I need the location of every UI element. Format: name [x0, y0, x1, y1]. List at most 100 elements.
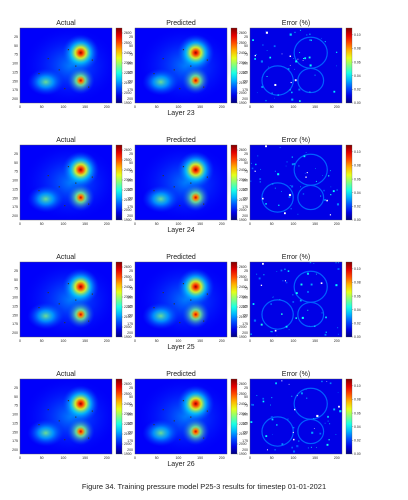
error-speck: [299, 100, 301, 102]
well-marker: [182, 166, 185, 168]
x-tick-label: 0: [249, 339, 251, 343]
colorbar-tick-label: 0.02: [354, 439, 361, 443]
colorbar-tick-label: 2100: [239, 198, 247, 202]
y-tick-label: 25: [129, 152, 133, 156]
error-speck: [262, 197, 264, 200]
error-speck: [254, 54, 257, 57]
x-tick-label: 150: [312, 105, 318, 109]
pressure-spot-lower: [66, 66, 95, 95]
error-speck: [256, 92, 258, 94]
error-speck: [291, 446, 294, 449]
colorbar-tick-label: 2000: [124, 442, 132, 446]
well-marker: [75, 182, 77, 184]
y-tick-label: 125: [12, 421, 18, 425]
x-tick-label: 50: [270, 105, 274, 109]
x-tick-label: 150: [82, 456, 88, 460]
x-tick-label: 200: [219, 339, 225, 343]
error-speck: [300, 186, 301, 188]
error-speck: [254, 170, 256, 172]
well-marker: [64, 439, 66, 441]
y-tick-label: 200: [127, 214, 133, 218]
well-marker: [91, 59, 93, 61]
y-tick-label: 150: [12, 196, 18, 200]
colorbar-tick-label: 2300: [239, 412, 247, 416]
error-speck: [299, 52, 301, 53]
error-speck: [333, 90, 336, 93]
y-tick-label: 200: [242, 214, 248, 218]
x-tick-label: 0: [19, 456, 21, 460]
error-speck: [294, 79, 297, 82]
error-speck: [252, 39, 254, 42]
figure-caption: Figure 34. Training pressure model P25-3…: [81, 482, 327, 491]
panel-frame: [249, 378, 343, 455]
colorbar-tick-label: 0.04: [354, 308, 361, 312]
error-speck: [308, 262, 310, 264]
error-speck: [305, 152, 307, 154]
error-speck: [324, 41, 326, 43]
error-speck: [336, 189, 338, 191]
error-speck: [335, 51, 338, 54]
colorbar: [115, 261, 123, 338]
y-tick-label: 150: [127, 313, 133, 317]
pressure-spot-upper: [62, 268, 100, 306]
error-speck: [315, 273, 317, 275]
well-marker: [38, 307, 40, 309]
x-tick-label: 150: [312, 339, 318, 343]
y-tick-label: 75: [14, 287, 18, 291]
error-speck: [251, 167, 254, 170]
x-tick-label: 150: [197, 105, 203, 109]
error-speck: [313, 263, 315, 264]
colorbar-tick-label: 0.10: [354, 384, 361, 388]
error-speck: [302, 60, 304, 61]
panel-frame: [134, 27, 228, 104]
error-speck: [284, 268, 286, 271]
error-speck: [301, 316, 304, 319]
well-marker: [206, 410, 208, 412]
y-tick-label: 50: [129, 161, 133, 165]
error-speck: [336, 65, 338, 67]
x-tick-label: 0: [249, 222, 251, 226]
error-speck: [291, 395, 293, 397]
panel-title: Error (%): [282, 20, 310, 27]
y-tick-label: 100: [242, 413, 248, 417]
error-speck: [271, 92, 273, 94]
colorbar-tick-label: 0.10: [354, 150, 361, 154]
colorbar: [345, 144, 353, 221]
error-speck: [260, 284, 263, 286]
error-speck: [255, 163, 257, 166]
error-speck: [304, 173, 306, 174]
x-tick-label: 150: [82, 222, 88, 226]
error-speck: [251, 403, 253, 406]
error-speck: [328, 439, 330, 441]
x-tick-label: 50: [40, 456, 44, 460]
well-marker: [88, 437, 90, 439]
error-speck: [271, 396, 273, 399]
well-marker: [91, 176, 93, 178]
well-marker: [190, 182, 192, 184]
error-speck: [292, 294, 294, 296]
error-speck: [338, 405, 340, 408]
well-marker: [162, 292, 164, 294]
error-speck: [326, 443, 329, 446]
x-tick-label: 0: [134, 222, 136, 226]
error-speck: [262, 400, 265, 403]
well-marker: [173, 420, 175, 422]
x-tick-label: 50: [40, 339, 44, 343]
y-tick-label: 75: [14, 53, 18, 57]
panel-title: Predicted: [166, 20, 196, 27]
y-tick-label: 175: [12, 322, 18, 326]
y-tick-label: 200: [127, 331, 133, 335]
colorbar-tick-label: 0.04: [354, 74, 361, 78]
error-speck: [259, 181, 261, 183]
x-tick-label: 50: [155, 222, 159, 226]
error-speck: [289, 89, 291, 91]
error-speck: [287, 68, 290, 70]
well-marker: [75, 416, 77, 418]
colorbar-tick-label: 0.06: [354, 294, 361, 298]
colorbar-tick-label: 2600: [124, 382, 132, 386]
well-marker: [91, 410, 93, 412]
colorbar-tick-label: 2600: [239, 148, 247, 152]
colorbar-tick-label: 2600: [239, 265, 247, 269]
